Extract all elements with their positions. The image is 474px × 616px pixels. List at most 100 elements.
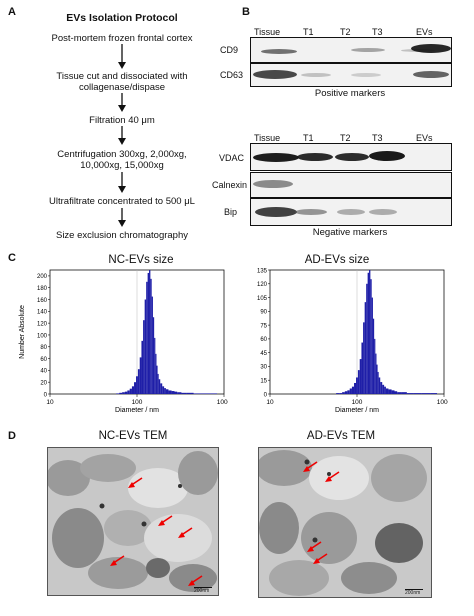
band [253, 180, 293, 188]
y-tick-label: 60 [40, 357, 47, 363]
y-tick-label: 60 [260, 337, 267, 343]
histogram-bar [152, 317, 155, 394]
histogram-bar [155, 353, 157, 394]
histogram-bar [139, 357, 142, 394]
ad-tem-texture [259, 448, 431, 597]
histogram-bar [357, 370, 360, 394]
protocol-step-3: Filtration 40 μm [89, 115, 155, 126]
protocol-step-4: Centrifugation 300xg, 2,000xg, 10,000xg,… [17, 149, 227, 171]
panel-b-letter: B [242, 6, 250, 18]
histogram-bar [122, 392, 125, 394]
histogram-bar [397, 392, 402, 394]
y-tick-label: 140 [37, 310, 48, 316]
flow-arrow-5 [118, 208, 126, 227]
y-tick-label: 120 [257, 282, 268, 288]
panel-c-letter: C [8, 252, 16, 264]
histogram-bar [136, 376, 138, 394]
y-tick-label: 45 [260, 351, 267, 357]
y-tick-label: 180 [37, 286, 48, 292]
band [369, 151, 405, 161]
blot-cd9 [250, 37, 452, 63]
histogram-bar [347, 390, 350, 394]
histogram-bar [168, 390, 172, 394]
histogram-bar [339, 393, 343, 394]
histogram-bar [385, 388, 389, 394]
histogram-bar [388, 389, 392, 394]
histogram-bar [369, 270, 371, 394]
histogram-bar [376, 364, 378, 394]
band [297, 153, 333, 161]
ad-tem-title: AD-EVs TEM [306, 430, 376, 442]
histogram-bar [391, 390, 395, 394]
histogram-bar [131, 386, 135, 394]
histogram-bar [151, 296, 153, 394]
histogram-bar [160, 383, 163, 394]
histogram-bar [147, 272, 150, 394]
histogram-bar [371, 297, 373, 394]
band [295, 209, 327, 215]
histogram-bar [162, 386, 165, 394]
y-tick-label: 40 [40, 369, 47, 375]
ad-tem-image: 200nm [258, 447, 432, 598]
histogram-bar [165, 389, 169, 394]
y-tick-label: 0 [264, 392, 268, 398]
y-tick-label: 90 [260, 310, 267, 316]
band [337, 209, 365, 215]
histogram-bar [421, 393, 431, 394]
histogram-bar [378, 377, 381, 394]
arrow-icon [178, 527, 193, 538]
y-tick-label: 135 [257, 268, 268, 274]
histogram-bar [127, 390, 130, 394]
y-tick-label: 0 [44, 392, 48, 398]
arrow-icon [110, 555, 125, 566]
arrow-icon [128, 477, 143, 488]
nc-tem-image: 200nm [47, 447, 219, 596]
arrow-icon [303, 461, 318, 472]
histogram-bar [144, 299, 147, 394]
histogram-bar [382, 384, 385, 394]
histogram-bar [367, 272, 370, 394]
histogram-bar [336, 393, 340, 394]
histogram-bar [344, 391, 348, 394]
histogram-bar [146, 281, 148, 394]
flow-arrow-3 [118, 126, 126, 145]
lane-label-t1-2: T1 [303, 133, 314, 143]
flow-arrow-2 [118, 93, 126, 112]
histogram-bar [354, 382, 357, 394]
row-label-cd63: CD63 [220, 70, 244, 80]
negative-markers-caption: Negative markers [312, 227, 388, 238]
histogram-bar [174, 391, 178, 394]
blot-calnexin [250, 172, 452, 198]
band [369, 209, 397, 215]
protocol-title: EVs Isolation Protocol [66, 12, 178, 24]
band [335, 153, 369, 161]
y-tick-label: 105 [257, 296, 268, 302]
ad-size-histogram: 0 15 30 45 60 75 90 105 120 135 10 100 1000 Diameter … [257, 268, 448, 414]
histogram-bar [124, 391, 128, 394]
lane-label-t3: T3 [372, 27, 383, 37]
band [253, 70, 297, 79]
protocol-step-4-line-1: Centrifugation 300xg, 2,000xg, [57, 149, 187, 160]
flow-arrow-1 [118, 44, 126, 69]
histogram-bar [377, 371, 379, 394]
histogram-bar [143, 320, 145, 394]
histogram-bar [177, 392, 182, 394]
flow-arrow-4 [118, 172, 126, 193]
histogram-bar [364, 302, 367, 394]
histogram-bar [363, 322, 365, 394]
histogram-bar [413, 393, 422, 394]
protocol-step-4-line-2: 10,000xg, 15,000xg [80, 160, 164, 171]
histogram-bar [401, 392, 407, 394]
x-tick-label: 100 [132, 399, 143, 406]
histogram-bar [150, 278, 152, 394]
histogram-bar [349, 388, 352, 394]
panel-d-letter: D [8, 430, 16, 442]
histogram-bar [406, 393, 414, 394]
y-tick-label: 80 [40, 345, 47, 351]
y-axis-label: Number Absolute [19, 305, 26, 359]
blot-bip [250, 198, 452, 226]
band [411, 44, 451, 53]
y-tick-label: 100 [37, 333, 48, 339]
histogram-bar [154, 337, 156, 394]
x-tick-label: 10 [46, 399, 54, 406]
